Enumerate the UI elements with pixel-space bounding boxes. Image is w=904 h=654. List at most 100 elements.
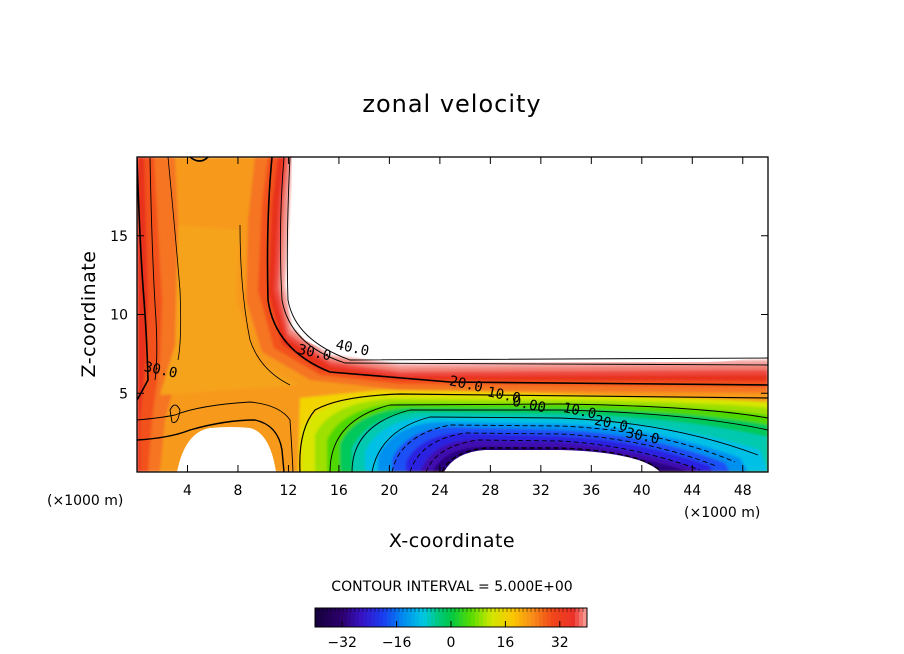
y-tick-label: 5 (119, 386, 128, 402)
colorbar-cell (327, 608, 332, 627)
colorbar-cell (391, 608, 396, 627)
colorbar-cell (579, 608, 584, 627)
x-ticks: 4 8 12 16 20 24 28 32 36 40 44 48 (183, 157, 752, 499)
colorbar-cell (431, 608, 436, 627)
y-tick-label: 10 (110, 308, 128, 324)
contour-labels: 40.030.030.020.0 10.00.00 10.020.030.0 (142, 337, 660, 448)
y-ticks: 5 10 15 (110, 229, 768, 402)
x-tick-label: 32 (532, 483, 550, 499)
colorbar-cell (551, 608, 556, 627)
colorbar-cell (571, 608, 576, 627)
x-unit-label-left: (×1000 m) (47, 493, 123, 509)
x-tick-label: 16 (330, 483, 348, 499)
contour-label: 20.0 (593, 413, 629, 436)
colorbar-cell (367, 608, 372, 627)
colorbar-cell (395, 608, 400, 627)
colorbar-cell (583, 608, 588, 627)
colorbar-cell (443, 608, 448, 627)
colorbar-cell (415, 608, 420, 627)
x-unit-label-right: (×1000 m) (684, 505, 760, 521)
colorbar-tick-label: 0 (447, 635, 456, 651)
colorbar-cell (499, 608, 504, 627)
colorbar-cell (567, 608, 572, 627)
colorbar-cell (459, 608, 464, 627)
colorbar-cell (407, 608, 412, 627)
x-axis-label: X-coordinate (389, 530, 515, 552)
colorbar-cell (435, 608, 440, 627)
colorbar-cell (323, 608, 328, 627)
contour-label: 40.0 (334, 337, 370, 360)
colorbar-cell (375, 608, 380, 627)
colorbar-cell (451, 608, 456, 627)
colorbar-cell (503, 608, 508, 627)
contour-interval-text: CONTOUR INTERVAL = 5.000E+00 (331, 579, 572, 595)
colorbar-cell (515, 608, 520, 627)
x-tick-label: 24 (431, 483, 449, 499)
contour-label: 30.0 (296, 342, 332, 365)
contour-label: 10.0 (561, 400, 597, 423)
colorbar-cell (403, 608, 408, 627)
colorbar-cell (379, 608, 384, 627)
colorbar-cell (467, 608, 472, 627)
colorbar-cell (475, 608, 480, 627)
colorbar-cell (455, 608, 460, 627)
plot-area (137, 157, 768, 472)
colorbar-cell (355, 608, 360, 627)
x-tick-label: 28 (481, 483, 499, 499)
colorbar-cell (423, 608, 428, 627)
colorbar-cell (411, 608, 416, 627)
colorbar-cell (559, 608, 564, 627)
x-tick-label: 36 (582, 483, 600, 499)
colorbar-cell (343, 608, 348, 627)
colorbar-cell (399, 608, 404, 627)
colorbar-tick-label: −32 (327, 635, 357, 651)
colorbar-tick-label: −16 (382, 635, 412, 651)
colorbar-ticks: −32 −16 0 16 32 (327, 621, 569, 651)
colorbar-tick-label: 32 (551, 635, 569, 651)
colorbar-cell (527, 608, 532, 627)
colorbar-cell (507, 608, 512, 627)
contour-label: 10.0 (486, 384, 522, 407)
x-tick-label: 8 (233, 483, 242, 499)
colorbar-cell (531, 608, 536, 627)
contour-lines (137, 157, 768, 472)
colorbar-cell (535, 608, 540, 627)
colorbar-cell (351, 608, 356, 627)
colorbar-cell (339, 608, 344, 627)
colorbar-cell (471, 608, 476, 627)
contour-label: 0.00 (511, 394, 547, 417)
colorbar-cell (427, 608, 432, 627)
x-tick-label: 48 (734, 483, 752, 499)
colorbar-cell (335, 608, 340, 627)
colorbar-cell (447, 608, 452, 627)
colorbar-cell (519, 608, 524, 627)
x-tick-label: 12 (280, 483, 298, 499)
y-axis-label: Z-coordinate (78, 251, 100, 378)
contour-label: 30.0 (142, 359, 178, 382)
colorbar-cell (363, 608, 368, 627)
colorbar-cell (387, 608, 392, 627)
colorbar-cell (479, 608, 484, 627)
colorbar-cell (575, 608, 580, 627)
colorbar-cell (483, 608, 488, 627)
chart-title: zonal velocity (362, 90, 541, 118)
colorbar-cell (495, 608, 500, 627)
contour-label: 20.0 (448, 373, 484, 396)
colorbar-cell (347, 608, 352, 627)
out-of-range-regions (177, 157, 768, 472)
colorbar-cell (439, 608, 444, 627)
colorbar-tick-label: 16 (496, 635, 514, 651)
colorbar-cell (359, 608, 364, 627)
x-tick-label: 40 (633, 483, 651, 499)
colorbar-cell (491, 608, 496, 627)
colorbar-cell (555, 608, 560, 627)
colorbar-cell (383, 608, 388, 627)
x-tick-label: 4 (183, 483, 192, 499)
colorbar-cell (539, 608, 544, 627)
colorbar-cell (315, 608, 320, 627)
colorbar-cell (511, 608, 516, 627)
y-tick-label: 15 (110, 229, 128, 245)
contour-label: 30.0 (624, 425, 660, 448)
colorbar (314, 608, 588, 627)
